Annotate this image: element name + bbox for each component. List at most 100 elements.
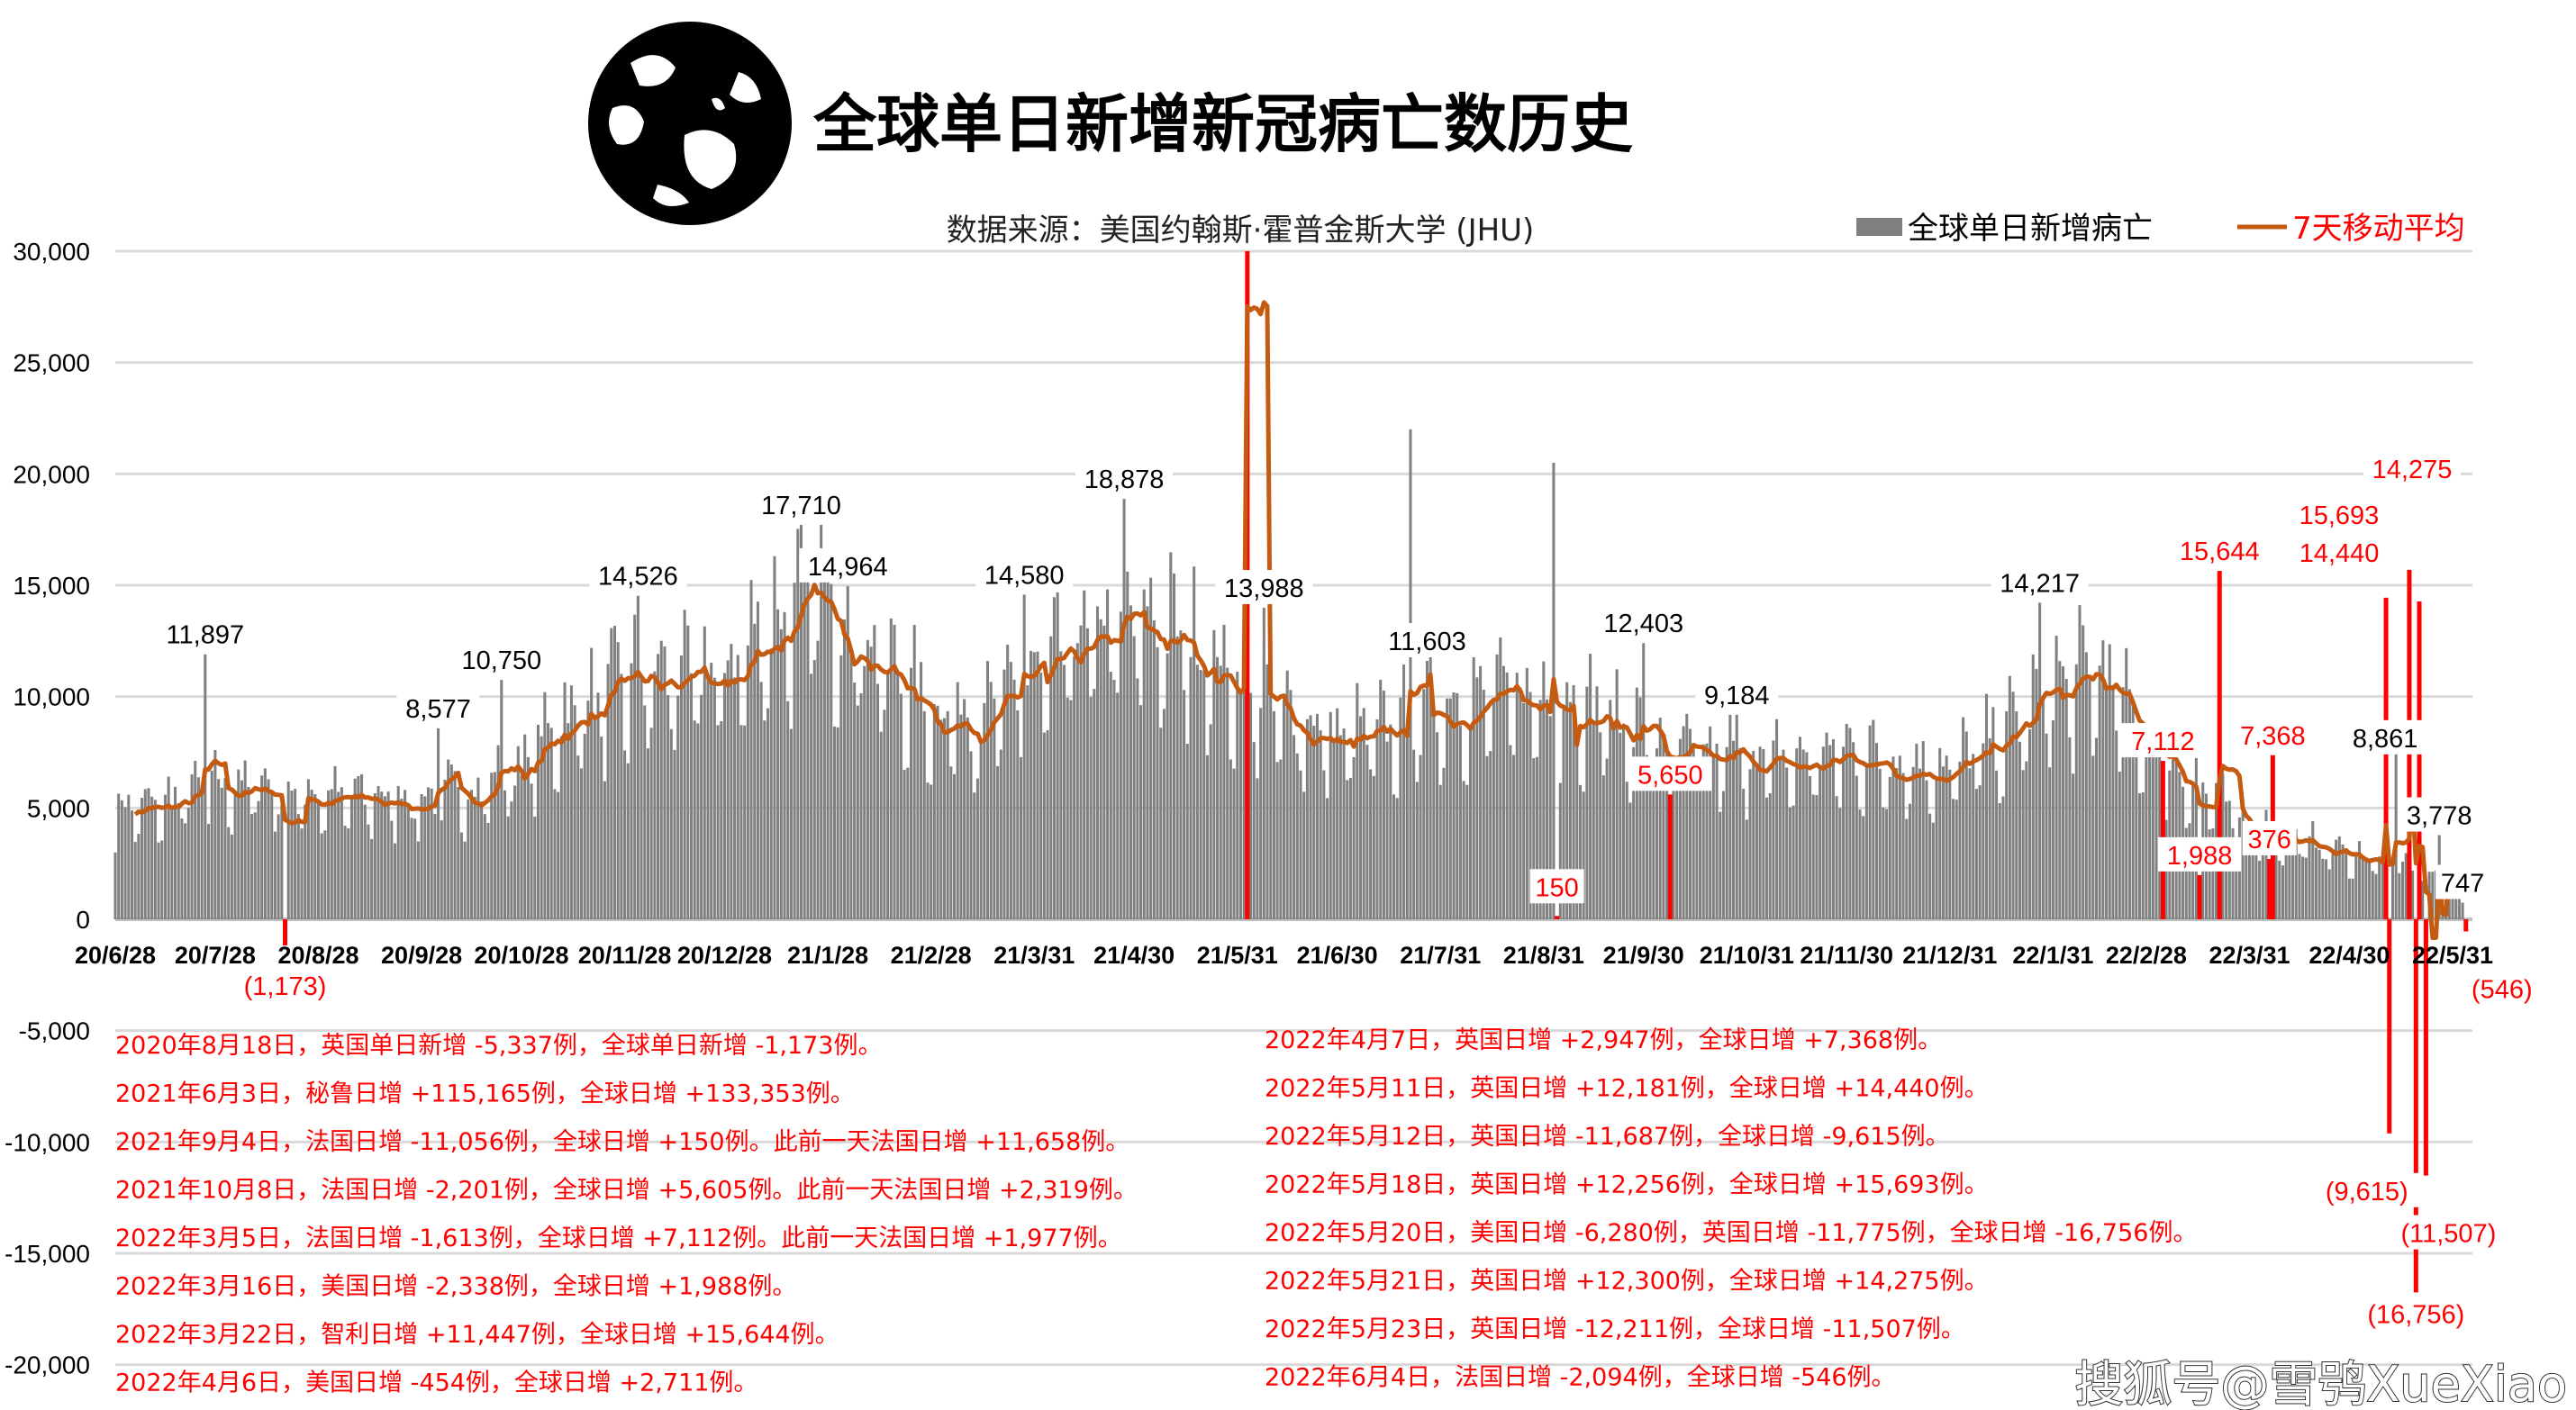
daily-bar	[1905, 818, 1909, 919]
daily-bar	[2258, 860, 2262, 919]
daily-bar	[949, 766, 953, 919]
daily-bar	[1984, 693, 1988, 919]
daily-bar	[204, 654, 207, 919]
daily-bar	[330, 789, 333, 919]
daily-bar	[2068, 737, 2072, 919]
daily-bar	[1601, 775, 1605, 919]
daily-bar	[1093, 689, 1096, 919]
daily-bar	[217, 779, 221, 919]
daily-bar	[380, 791, 384, 919]
daily-bar	[979, 739, 983, 919]
daily-bar	[1645, 755, 1648, 919]
daily-bar	[1821, 746, 1825, 919]
daily-bar	[942, 718, 946, 919]
daily-bar	[1945, 755, 1948, 919]
daily-bar	[999, 749, 1002, 919]
daily-bar	[1369, 769, 1373, 919]
data-label-bg	[2344, 719, 2427, 755]
daily-bar	[1185, 744, 1189, 919]
daily-bar	[916, 700, 920, 919]
daily-bar	[1026, 685, 1029, 919]
daily-bar	[2374, 873, 2378, 919]
notes-left: 2020年8月18日，英国单日新增 -5,337例，全球单日新增 -1,173例…	[115, 1032, 1138, 1397]
daily-bar	[1419, 755, 1422, 919]
daily-bar	[1279, 759, 1283, 919]
daily-bar	[2251, 839, 2254, 919]
daily-bar	[130, 810, 133, 919]
daily-bar	[1978, 785, 1982, 919]
data-label: 150	[1535, 873, 1578, 902]
daily-bar	[206, 824, 211, 919]
daily-bar	[1499, 637, 1502, 919]
daily-bar	[2294, 828, 2298, 919]
daily-bar	[1479, 665, 1483, 919]
daily-bar	[1872, 719, 1875, 919]
daily-bar	[1709, 726, 1712, 919]
daily-bar	[883, 710, 886, 919]
daily-bar	[832, 726, 836, 919]
daily-bar	[1468, 725, 1473, 919]
daily-bar	[2045, 733, 2048, 919]
daily-bar	[1152, 619, 1156, 919]
daily-bar	[423, 796, 427, 919]
daily-bar	[1425, 661, 1429, 919]
daily-bar	[153, 800, 157, 919]
daily-bar	[703, 626, 706, 919]
daily-bar	[1446, 698, 1449, 919]
x-tick-label: 20/8/28	[277, 942, 358, 969]
daily-bar	[759, 682, 763, 919]
daily-bar	[789, 728, 793, 919]
daily-bar	[1888, 777, 1891, 919]
daily-bar	[416, 841, 420, 919]
daily-bar	[1436, 732, 1439, 919]
daily-bar	[879, 731, 883, 919]
daily-bar	[180, 818, 184, 919]
daily-bar	[1772, 740, 1775, 919]
data-label-bg	[1628, 756, 1712, 791]
daily-bar	[543, 691, 547, 919]
daily-bar	[1845, 724, 1848, 919]
daily-bar	[810, 673, 813, 919]
daily-bar	[540, 736, 543, 919]
x-tick-label: 21/3/31	[993, 942, 1075, 969]
daily-bar	[1589, 654, 1592, 919]
data-label: 14,217	[2000, 569, 2080, 598]
daily-bar	[2264, 809, 2268, 919]
data-label-bg	[1378, 623, 1476, 658]
y-axis: 30,000 25,000 20,000 15,000 10,000 5,000 0 -5,0…	[5, 238, 90, 1379]
daily-bar	[596, 692, 600, 919]
daily-bar	[822, 559, 826, 919]
data-label-bg	[156, 616, 254, 651]
daily-bar	[1195, 664, 1199, 919]
daily-bar	[2118, 772, 2121, 919]
daily-bar	[1972, 754, 1975, 919]
daily-bar	[536, 724, 540, 919]
daily-bar	[2314, 847, 2317, 919]
daily-bar	[2008, 675, 2011, 919]
daily-bar	[1848, 728, 1852, 919]
daily-bar	[869, 646, 873, 919]
daily-bar	[1565, 682, 1569, 919]
daily-bar	[237, 769, 240, 919]
x-tick-label: 21/6/30	[1297, 942, 1378, 969]
daily-bar	[593, 714, 596, 919]
daily-bar	[2115, 730, 2118, 919]
daily-bar	[2125, 647, 2128, 919]
daily-bar	[333, 765, 337, 919]
daily-bar	[2011, 691, 2015, 919]
daily-bar	[1448, 698, 1452, 919]
data-label: (546)	[2472, 976, 2533, 1005]
daily-bar	[1915, 743, 1918, 919]
daily-bar	[636, 595, 639, 919]
daily-bar	[710, 663, 713, 919]
daily-bar	[1995, 770, 1999, 919]
daily-bar	[896, 673, 900, 919]
daily-bar	[1489, 751, 1492, 919]
x-tick-label: 21/8/31	[1503, 942, 1584, 969]
daily-bar	[1229, 759, 1232, 919]
daily-bar	[1219, 665, 1222, 919]
daily-bar	[1745, 819, 1748, 919]
daily-bar	[1705, 743, 1709, 919]
daily-bar	[1389, 724, 1392, 919]
daily-bar	[2035, 669, 2038, 919]
